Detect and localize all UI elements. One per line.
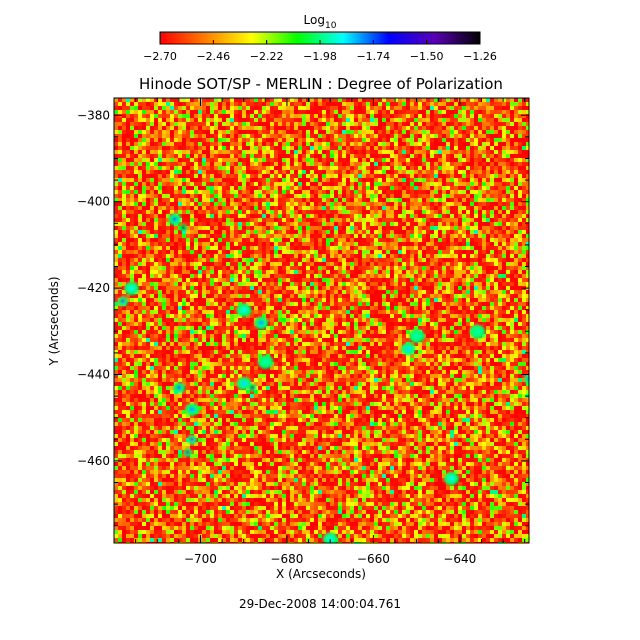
polarization-feature [412, 332, 421, 339]
y-tick-label: −420 [77, 281, 110, 295]
polarization-feature-halo [523, 373, 529, 384]
colorbar-tick-label: −1.50 [410, 50, 444, 63]
y-tick-label: −380 [77, 108, 110, 122]
y-axis-label: Y (Arcseconds) [47, 276, 61, 366]
polarization-feature [473, 328, 481, 335]
colorbar-tick-label: −1.98 [303, 50, 337, 63]
y-tick-label: −440 [77, 368, 110, 382]
polarization-feature [240, 306, 248, 313]
x-tick-label: −660 [357, 552, 390, 566]
colorbar-label: Log10 [304, 13, 337, 31]
polarization-feature [176, 385, 181, 390]
chart-title: Hinode SOT/SP - MERLIN : Degree of Polar… [139, 75, 503, 93]
y-tick-label: −460 [77, 454, 110, 468]
y-axis: −380 −400 −420 −440 −460 [77, 108, 529, 527]
y-tick-label: −400 [77, 195, 110, 209]
plot-area [113, 97, 530, 544]
polarization-feature [447, 475, 455, 481]
plot-frame [113, 97, 530, 544]
polarization-feature [250, 385, 255, 390]
timestamp: 29-Dec-2008 14:00:04.761 [239, 597, 401, 611]
x-tick-label: −700 [184, 552, 217, 566]
polarization-feature [326, 535, 334, 542]
polarization-feature [172, 216, 178, 221]
colorbar-tick-label: −1.26 [463, 50, 497, 63]
polarization-feature [404, 346, 412, 352]
polarization-feature [181, 225, 186, 230]
colorbar-tick-label: −2.70 [143, 50, 177, 63]
heatmap-image [114, 98, 529, 543]
colorbar-tick-label: −2.46 [196, 50, 230, 63]
polarization-feature [240, 380, 247, 386]
x-axis: −700 −680 −660 −640 [135, 98, 526, 566]
polarization-feature [261, 358, 270, 365]
polarization-feature [120, 299, 125, 304]
polarization-feature [185, 450, 190, 455]
colorbar-ticks: −2.70 −2.46 −2.22 −1.98 −1.74 −1.50 −1.26 [143, 40, 497, 63]
polarization-feature [189, 406, 195, 412]
x-tick-label: −680 [270, 552, 303, 566]
polarization-feature [127, 285, 135, 291]
colorbar: Log10 −2.70 −2.46 −2.22 −1.98 −1.74 −1.50 −1.2… [143, 13, 497, 63]
x-axis-label: X (Arcseconds) [276, 567, 366, 581]
polarization-feature [258, 320, 264, 325]
colorbar-tick-label: −1.74 [356, 50, 390, 63]
x-tick-label: −640 [443, 552, 476, 566]
colorbar-tick-label: −2.22 [250, 50, 284, 63]
polarization-feature [189, 437, 194, 442]
